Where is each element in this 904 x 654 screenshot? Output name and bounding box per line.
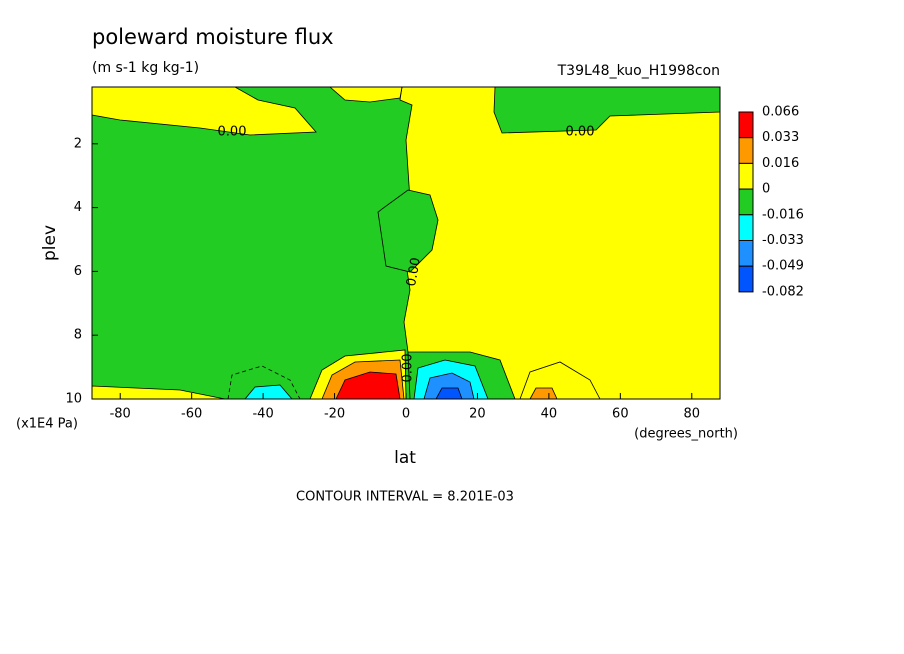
colorbar-box <box>738 111 754 139</box>
contour-label: 0.00 <box>401 354 416 383</box>
x-tick-label: -80 <box>110 407 131 422</box>
x-tick-label: -20 <box>324 407 345 422</box>
colorbar-box <box>738 214 754 242</box>
x-tick-label: 40 <box>541 407 558 422</box>
x-tick-label: 0 <box>402 407 410 422</box>
y-axis-label: plev <box>40 225 60 261</box>
x-tick-label: -60 <box>181 407 202 422</box>
colorbar-box <box>738 162 754 190</box>
y-axis-unit: (x1E4 Pa) <box>16 417 78 432</box>
x-tick-label: 20 <box>469 407 486 422</box>
colorbar-box <box>738 240 754 267</box>
chart-subtitle: (m s-1 kg kg-1) <box>92 60 199 76</box>
colorbar-label: 0.033 <box>762 130 799 145</box>
colorbar-label: 0.016 <box>762 156 799 171</box>
y-tick-label: 4 <box>74 200 82 215</box>
colorbar-label: -0.049 <box>762 259 804 274</box>
x-tick-label: 80 <box>684 407 701 422</box>
y-tick-label: 6 <box>74 264 82 279</box>
colorbar-label: 0 <box>762 182 770 197</box>
footer: CONTOUR INTERVAL = 8.201E-03 <box>296 490 514 505</box>
y-tick-label: 10 <box>65 392 82 407</box>
contour-fill <box>91 86 721 400</box>
x-tick-label: 60 <box>612 407 629 422</box>
y-tick-label: 2 <box>74 136 82 151</box>
colorbar-label: -0.033 <box>762 233 804 248</box>
run-label: T39L48_kuo_H1998con <box>557 63 720 79</box>
y-tick-label: 8 <box>74 328 82 343</box>
colorbar-box <box>738 137 754 164</box>
colorbar-box <box>738 188 754 216</box>
colorbar-label: -0.082 <box>762 284 804 299</box>
x-axis-label: lat <box>394 448 416 468</box>
x-tick-label: -40 <box>252 407 273 422</box>
x-axis-unit: (degrees_north) <box>634 427 738 442</box>
contour-label: 0.00 <box>218 125 247 140</box>
contour-label: 0.00 <box>404 256 424 287</box>
colorbar-label: -0.016 <box>762 207 804 222</box>
colorbar-box <box>738 265 754 293</box>
contour-label: 0.00 <box>566 125 595 140</box>
colorbar-label: 0.066 <box>762 105 799 120</box>
chart-title: poleward moisture flux <box>92 25 334 49</box>
